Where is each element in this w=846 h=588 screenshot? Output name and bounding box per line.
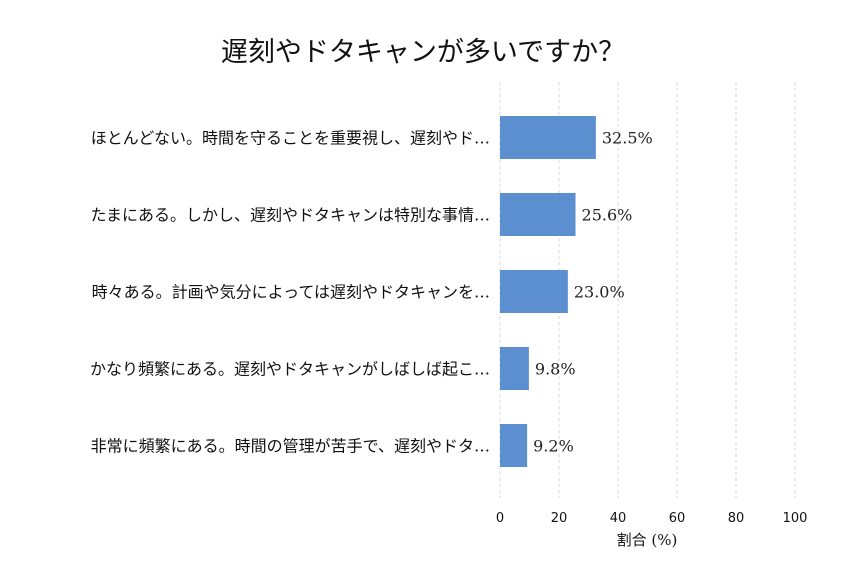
- value-label: 9.8%: [535, 360, 576, 379]
- x-tick-labels: 0 20 40 60 80 100: [496, 511, 808, 526]
- x-tick-label: 100: [783, 511, 808, 526]
- category-label: 時々ある。計画や気分によっては遅刻やドタキャンを…: [92, 283, 490, 302]
- value-label: 25.6%: [582, 206, 633, 225]
- category-labels: ほとんどない。時間を守ることを重要視し、遅刻やド… たまにある。しかし、遅刻やドタ…: [90, 129, 490, 456]
- category-label: かなり頻繁にある。遅刻やドタキャンがしばしば起こ…: [90, 360, 490, 379]
- value-label: 32.5%: [602, 129, 653, 148]
- category-label: ほとんどない。時間を守ることを重要視し、遅刻やド…: [91, 129, 490, 148]
- x-axis-label: 割合 (%): [617, 531, 678, 549]
- value-label: 9.2%: [533, 437, 574, 456]
- bar: [500, 116, 596, 159]
- chart-title: 遅刻やドタキャンが多いですか？: [220, 37, 626, 68]
- x-tick-label: 80: [728, 511, 745, 526]
- bar: [500, 424, 528, 467]
- x-tick-label: 20: [551, 511, 568, 526]
- bar: [500, 270, 568, 313]
- category-label: 非常に頻繁にある。時間の管理が苦手で、遅刻やドタ…: [91, 437, 490, 456]
- bars: [500, 116, 596, 467]
- category-label: たまにある。しかし、遅刻やドタキャンは特別な事情…: [90, 206, 490, 225]
- value-labels: 32.5% 25.6% 23.0% 9.8% 9.2%: [533, 129, 653, 456]
- x-tick-label: 0: [496, 511, 504, 526]
- bar: [500, 347, 529, 390]
- x-tick-label: 40: [610, 511, 627, 526]
- x-tick-label: 60: [669, 511, 686, 526]
- bar: [500, 193, 576, 236]
- value-label: 23.0%: [574, 283, 625, 302]
